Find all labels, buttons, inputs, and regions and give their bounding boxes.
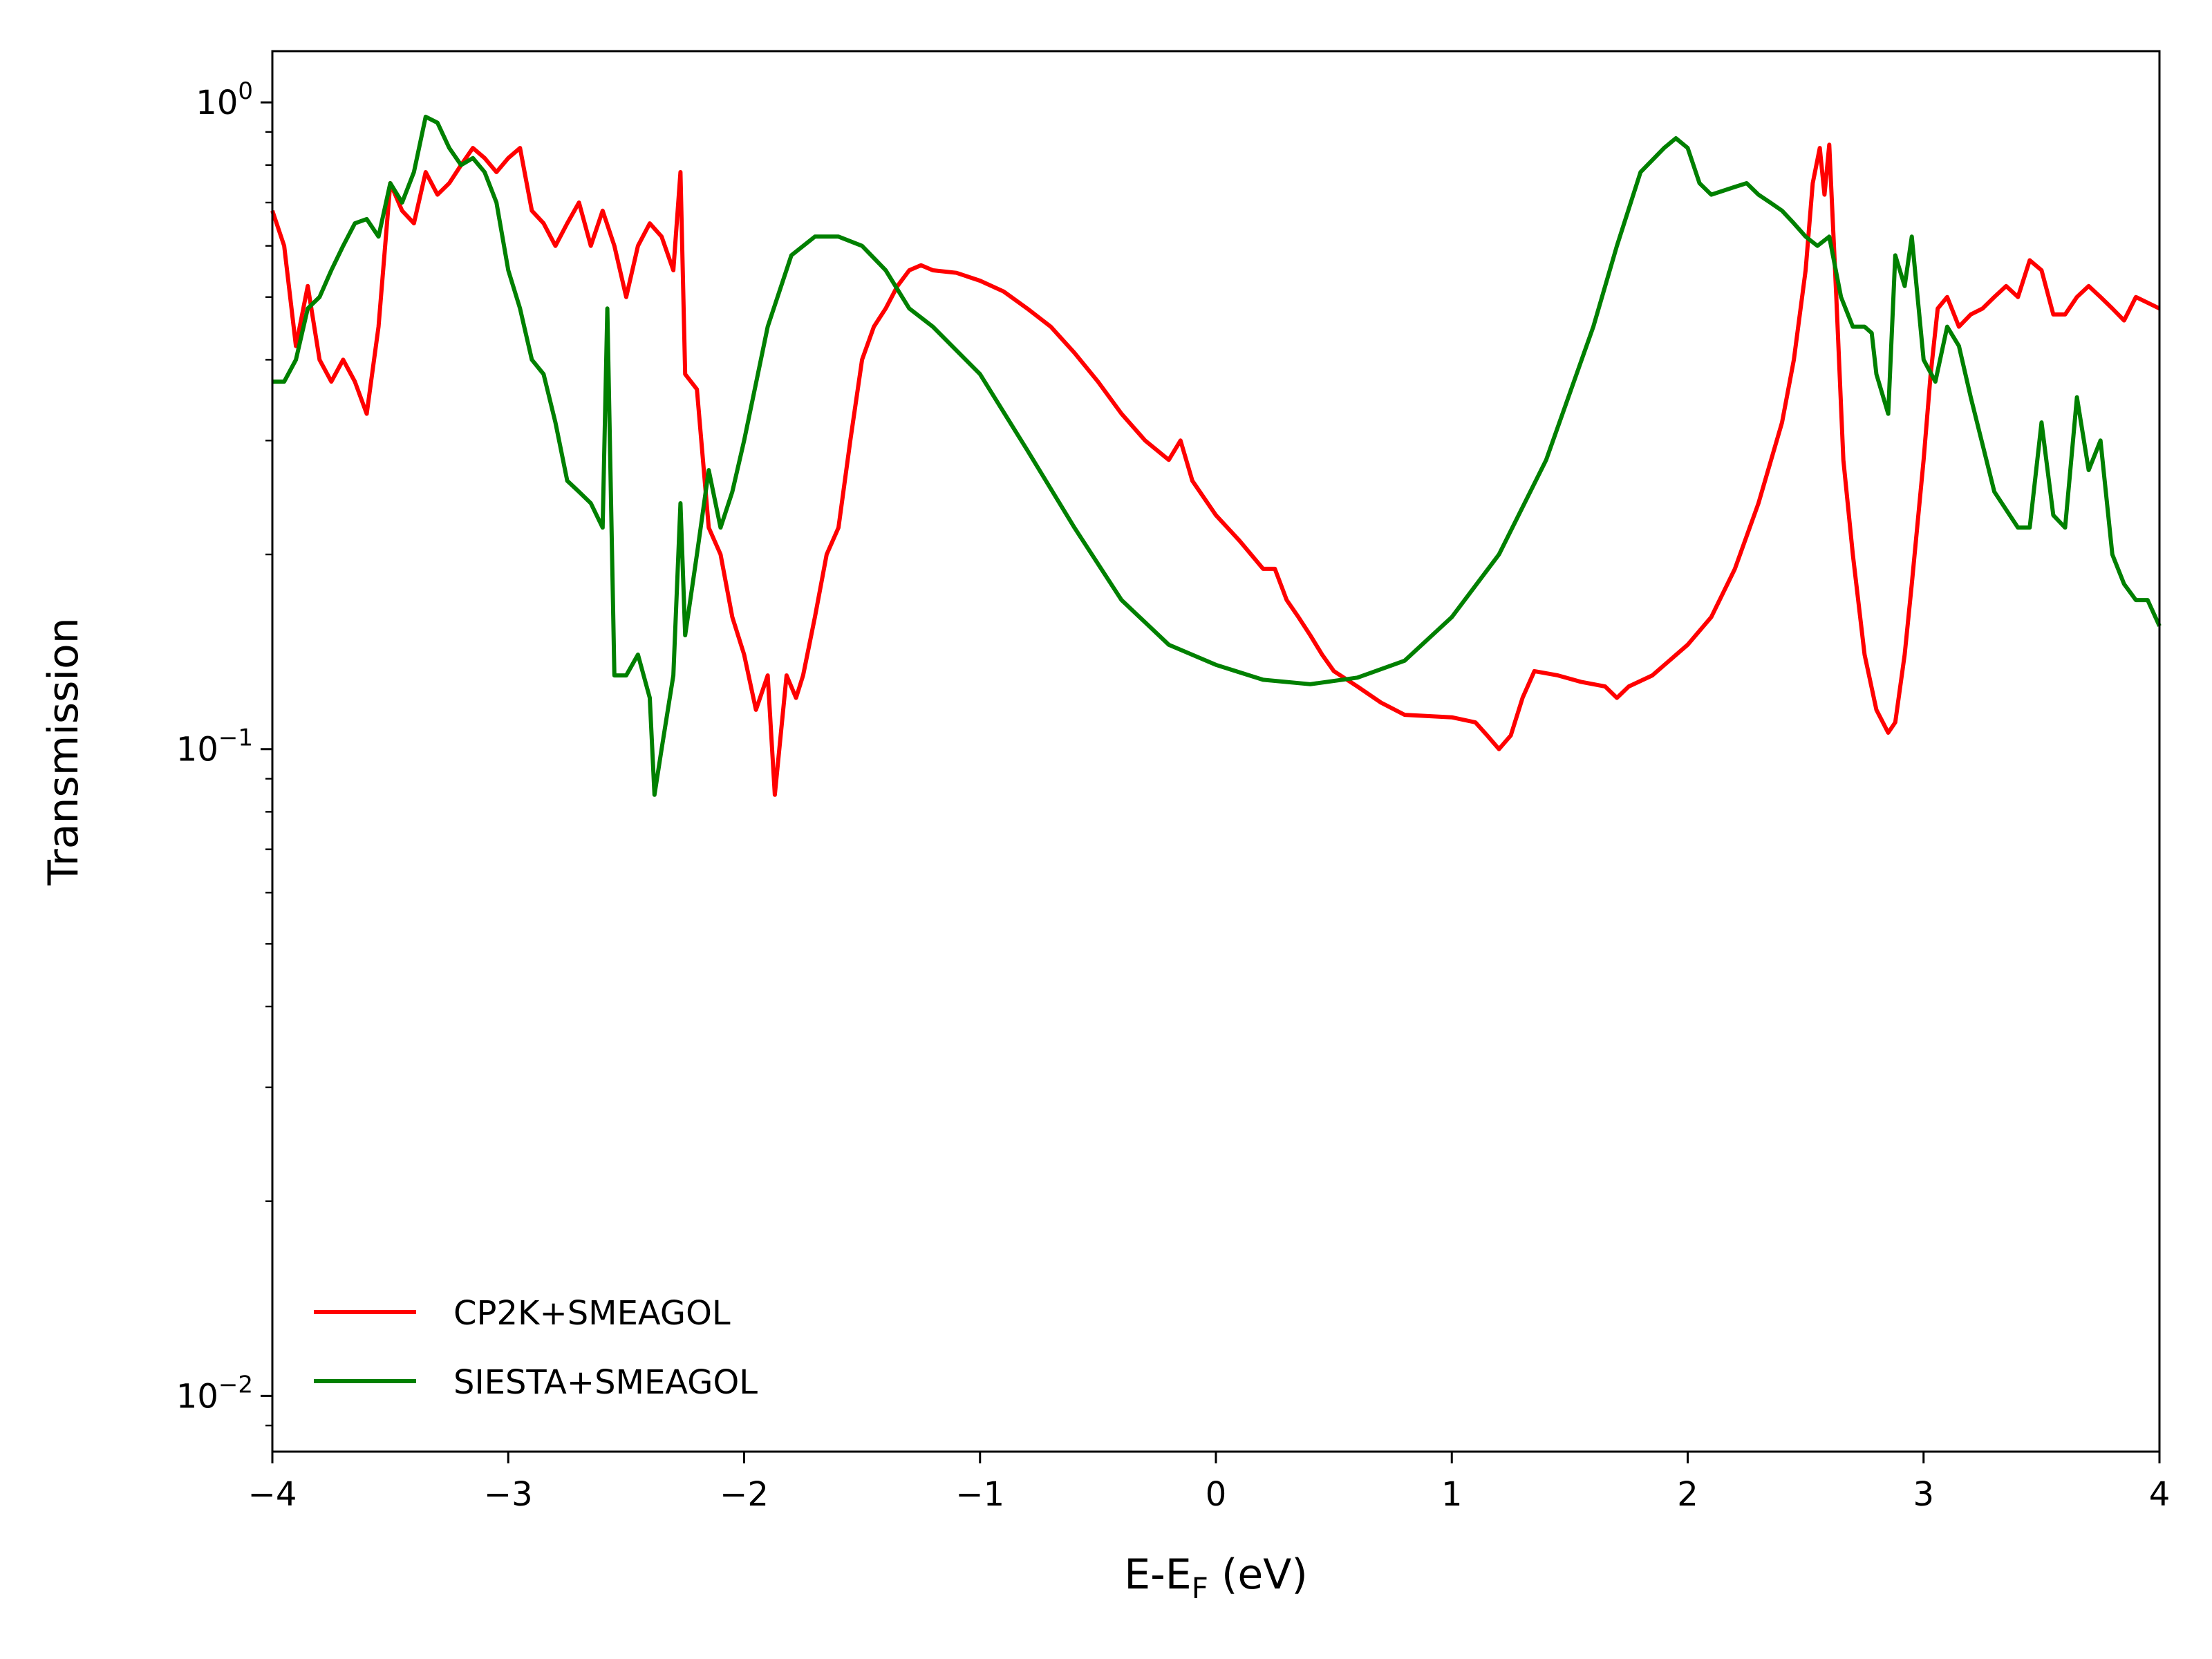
- legend: CP2K+SMEAGOL SIESTA+SMEAGOL: [314, 1294, 758, 1402]
- x-axis-title: E-EF (eV): [1124, 1550, 1308, 1605]
- x-tick-label-7: 3: [1913, 1475, 1934, 1514]
- legend-label-0: CP2K+SMEAGOL: [453, 1294, 731, 1333]
- series-layer: [270, 114, 2162, 797]
- x-axis-title-main: E-E: [1124, 1550, 1191, 1599]
- x-tick-label-6: 2: [1677, 1475, 1698, 1514]
- y-tick-label-0: 100: [196, 77, 253, 122]
- y-axis-title: Transmission: [39, 617, 88, 886]
- y-tick-label-1: 10−1: [176, 724, 253, 769]
- x-tick-label-5: 1: [1441, 1475, 1463, 1514]
- legend-label-1: SIESTA+SMEAGOL: [453, 1363, 758, 1402]
- x-tick-label-0: −4: [248, 1475, 297, 1514]
- x-tick-label-2: −2: [720, 1475, 769, 1514]
- series-line-0: [270, 142, 2161, 797]
- x-tick-label-8: 4: [2149, 1475, 2171, 1514]
- x-tick-label-4: 0: [1206, 1475, 1227, 1514]
- x-axis-title-unit: (eV): [1208, 1550, 1308, 1599]
- x-tick-label-3: −1: [955, 1475, 1004, 1514]
- x-axis-title-subscript: F: [1192, 1571, 1208, 1605]
- y-axis: 100 10−1 10−2: [176, 77, 272, 1427]
- y-tick-label-2: 10−2: [176, 1371, 253, 1416]
- x-axis: −4 −3 −2 −1 0 1 2 3 4: [248, 1452, 2171, 1514]
- series-line-1: [272, 114, 2162, 797]
- x-tick-label-1: −3: [484, 1475, 533, 1514]
